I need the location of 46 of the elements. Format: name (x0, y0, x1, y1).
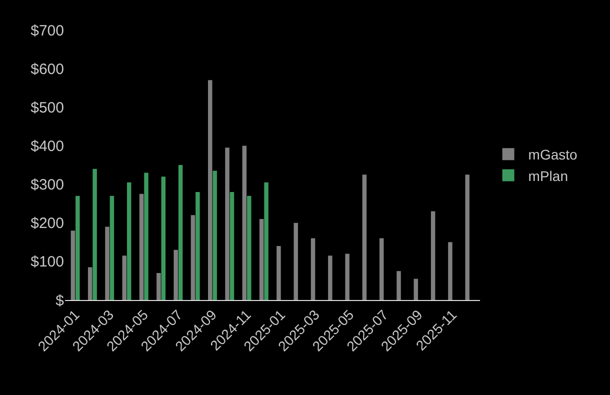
legend-label: mGasto (528, 146, 578, 163)
bar (212, 170, 217, 300)
bar (126, 182, 132, 300)
y-tick-label: $100 (30, 254, 64, 271)
bar (196, 192, 200, 300)
y-tick-label: $ (56, 292, 65, 310)
y-tick-label: $300 (30, 176, 64, 194)
bar (379, 238, 384, 300)
bar (92, 168, 97, 300)
bar (110, 196, 114, 300)
bar (430, 211, 436, 300)
y-tick-label: $600 (30, 60, 64, 78)
bar (76, 196, 80, 300)
bar (448, 242, 452, 300)
bar (139, 194, 144, 300)
bar (225, 148, 230, 300)
bar (345, 254, 350, 300)
bar (328, 256, 332, 300)
y-tick-label: $500 (30, 99, 64, 116)
bar (178, 165, 183, 300)
bar (230, 192, 234, 300)
bar (190, 215, 196, 300)
bar (208, 80, 212, 300)
bar (396, 271, 401, 300)
bar (105, 226, 110, 300)
y-tick-label: $400 (30, 138, 64, 155)
bar (174, 250, 178, 300)
bar (259, 219, 264, 300)
bar (362, 174, 367, 300)
bar (161, 176, 166, 300)
bar (156, 273, 161, 300)
bar (242, 146, 247, 300)
bar (144, 172, 148, 300)
y-tick-label: $200 (30, 215, 64, 232)
bar (122, 256, 126, 300)
bar (294, 222, 298, 300)
bar (414, 278, 418, 300)
bar (264, 182, 268, 300)
y-tick-label: $700 (30, 22, 64, 40)
legend-label: mPlan (528, 168, 568, 184)
bar (465, 174, 470, 300)
bar (276, 246, 281, 300)
bar (70, 230, 76, 300)
bar (310, 238, 316, 300)
bar (247, 196, 252, 300)
bar (88, 267, 92, 300)
